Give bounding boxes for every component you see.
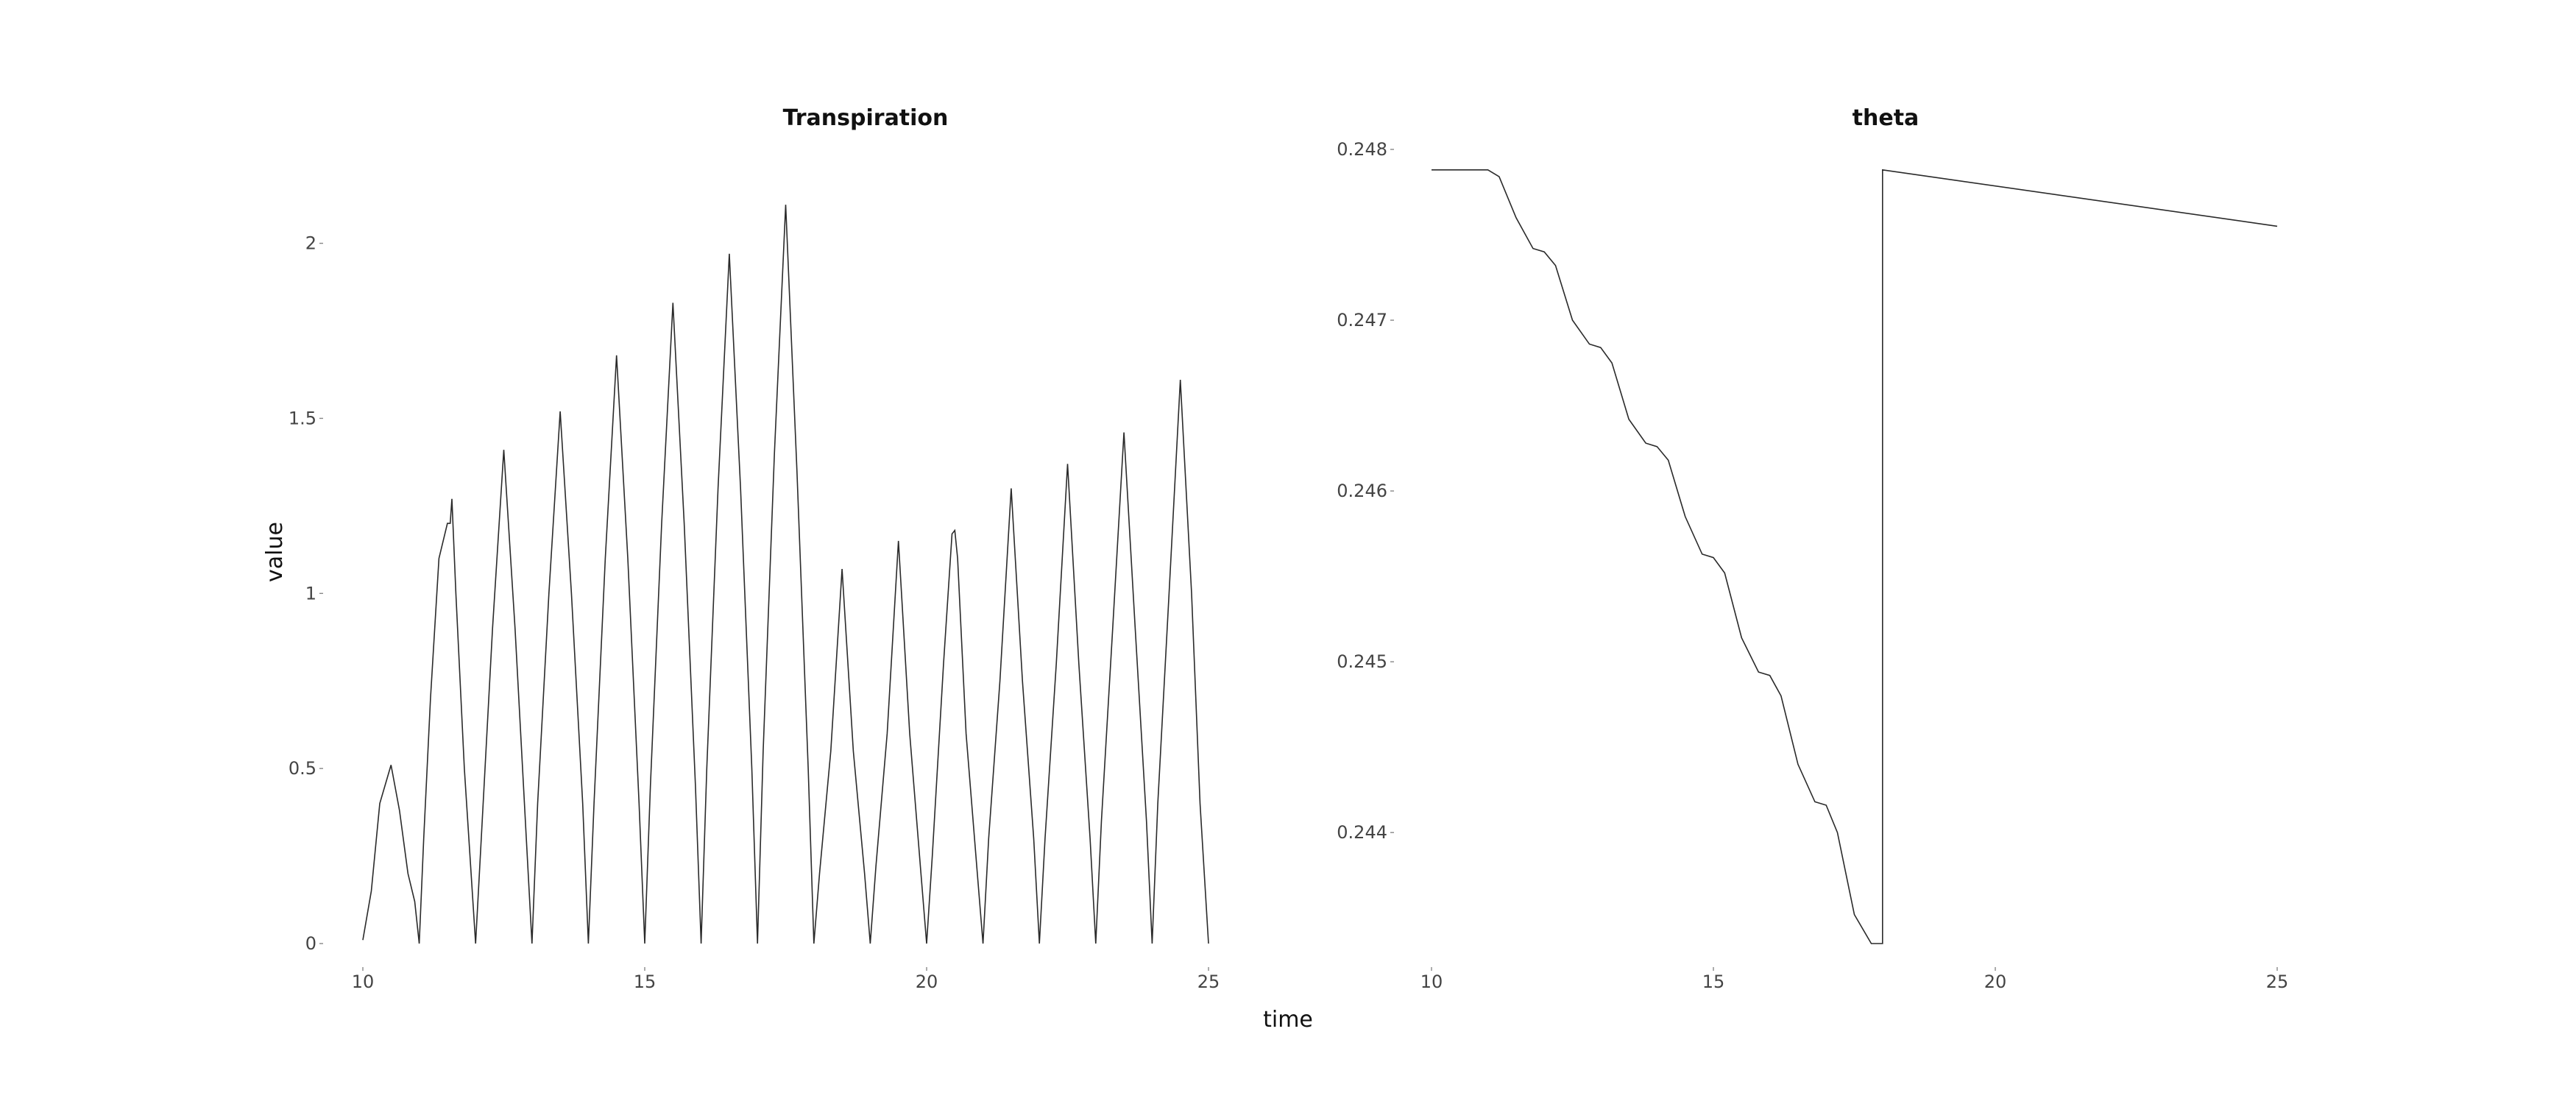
y-tick-label: 0.248	[1337, 139, 1387, 160]
y-tick-label: 0.244	[1337, 822, 1387, 843]
y-tick-label: 0.5	[289, 758, 316, 779]
x-tick-label: 10	[1420, 972, 1443, 992]
y-tick-label: 1.5	[289, 408, 316, 428]
x-tick-label: 20	[1984, 972, 2007, 992]
y-tick-label: 0.246	[1337, 481, 1387, 501]
y-tick-label: 0.245	[1337, 651, 1387, 672]
panel-transpiration: Transpiration value 0 0.5 1 1.5 2 10 15 20 25	[262, 105, 1220, 992]
x-tick-label: 25	[2266, 972, 2289, 992]
x-tick-label: 15	[634, 972, 657, 992]
y-tick-label: 0.247	[1337, 310, 1387, 330]
x-axis-ticks-theta: 10 15 20 25	[1420, 967, 2289, 992]
x-tick-label: 20	[916, 972, 938, 992]
y-axis-ticks-theta: 0.244 0.245 0.246 0.247 0.248	[1337, 139, 1394, 843]
series-line-transpiration	[362, 205, 1209, 944]
x-tick-label: 10	[352, 972, 375, 992]
y-axis-label: value	[262, 522, 288, 582]
x-axis-label: time	[1263, 1007, 1313, 1033]
x-axis-ticks-transpiration: 10 15 20 25	[352, 967, 1220, 992]
y-tick-label: 0	[305, 933, 316, 954]
x-tick-label: 15	[1702, 972, 1725, 992]
panel-title-transpiration: Transpiration	[783, 105, 949, 131]
series-line-theta	[1432, 169, 2278, 944]
panel-theta: theta 0.244 0.245 0.246 0.247 0.248 10 15 20 25	[1337, 105, 2288, 992]
x-tick-label: 25	[1197, 972, 1220, 992]
panel-title-theta: theta	[1853, 105, 1919, 131]
y-axis-ticks-transpiration: 0 0.5 1 1.5 2	[289, 233, 323, 954]
y-tick-label: 1	[305, 583, 316, 604]
y-tick-label: 2	[305, 233, 316, 254]
